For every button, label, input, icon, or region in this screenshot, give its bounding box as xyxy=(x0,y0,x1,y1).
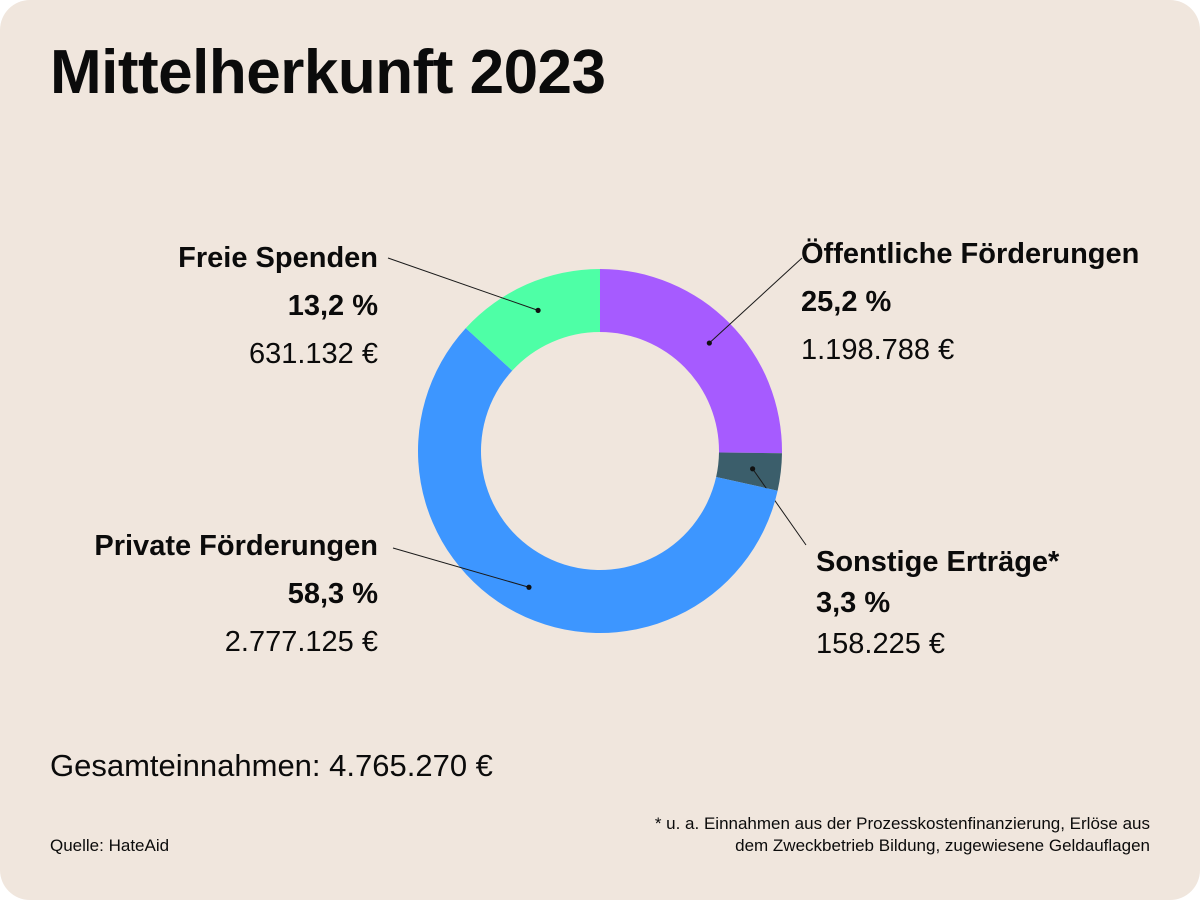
label-oeffentliche-foerderungen: Öffentliche Förderungen 25,2 % 1.198.788… xyxy=(801,240,1139,365)
slice-amount: 158.225 € xyxy=(816,628,946,660)
slice-name: Sonstige Erträge* xyxy=(816,546,1060,578)
slice-name: Freie Spenden xyxy=(178,242,378,274)
slice-amount: 2.777.125 € xyxy=(224,626,378,658)
leader-dot-private-foerderungen xyxy=(526,584,532,590)
footnote: * u. a. Einnahmen aus der Prozesskostenf… xyxy=(655,813,1150,857)
leader-dot-sonstige-ertraege xyxy=(750,466,756,472)
slice-percent: 3,3 % xyxy=(816,587,891,619)
leader-line-freie-spenden xyxy=(387,257,539,311)
slice-amount: 1.198.788 € xyxy=(801,334,955,366)
total-income: Gesamteinnahmen: 4.765.270 € xyxy=(50,748,493,783)
footnote-line: * u. a. Einnahmen aus der Prozesskostenf… xyxy=(654,814,1150,833)
slice-freie-spenden xyxy=(465,269,600,371)
slice-sonstige-ertraege xyxy=(716,452,782,491)
slice-private-foerderungen xyxy=(417,328,778,633)
label-sonstige-ertraege: Sonstige Erträge* 3,3 % 158.225 € xyxy=(816,548,1059,659)
leader-line-sonstige-ertraege xyxy=(752,468,807,546)
slice-percent: 13,2 % xyxy=(287,290,378,322)
leader-dot-oeffentliche-foerderungen xyxy=(706,340,712,346)
slice-name: Öffentliche Förderungen xyxy=(801,238,1140,270)
slice-amount: 631.132 € xyxy=(248,338,378,370)
slice-percent: 25,2 % xyxy=(801,286,892,318)
footnote-line: dem Zweckbetrieb Bildung, zugewiesene Ge… xyxy=(735,836,1150,856)
label-private-foerderungen: Private Förderungen 58,3 % 2.777.125 € xyxy=(94,532,378,657)
slice-oeffentliche-foerderungen xyxy=(600,269,782,454)
label-freie-spenden: Freie Spenden 13,2 % 631.132 € xyxy=(178,244,378,369)
slice-name: Private Förderungen xyxy=(94,530,378,562)
chart-title: Mittelherkunft 2023 xyxy=(50,38,606,107)
slice-percent: 58,3 % xyxy=(287,578,378,610)
source-note: Quelle: HateAid xyxy=(50,836,170,855)
leader-line-oeffentliche-foerderungen xyxy=(708,257,803,344)
leader-line-private-foerderungen xyxy=(392,547,530,588)
leader-dot-freie-spenden xyxy=(535,307,541,313)
